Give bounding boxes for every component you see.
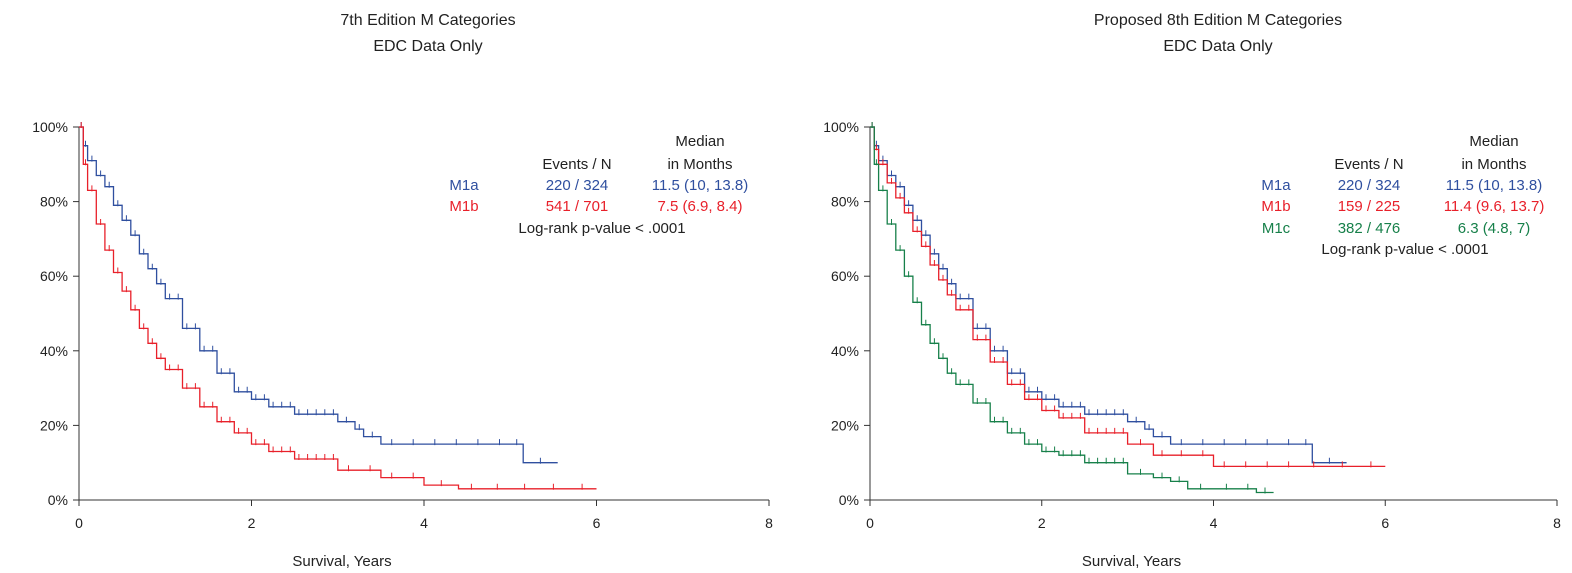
series-line-m1b bbox=[870, 126, 1386, 468]
series-line-m1a bbox=[79, 126, 558, 464]
x-tick-label: 0 bbox=[866, 515, 874, 531]
x-tick-label: 6 bbox=[593, 515, 601, 531]
chart-title: Proposed 8th Edition M Categories bbox=[1094, 12, 1342, 29]
km-panel-1: 7th Edition M Categories EDC Data Only 0% 2… bbox=[32, 12, 773, 570]
median-header-2: in Months bbox=[667, 156, 732, 173]
x-tick-label: 4 bbox=[420, 515, 428, 531]
chart-subtitle: EDC Data Only bbox=[1163, 38, 1272, 55]
legend-median-m1c: 6.3 (4.8, 7) bbox=[1458, 220, 1531, 237]
chart-subtitle: EDC Data Only bbox=[373, 38, 482, 55]
y-tick-label: 60% bbox=[831, 268, 859, 284]
y-tick-label: 100% bbox=[823, 119, 859, 135]
legend-median-m1a: 11.5 (10, 13.8) bbox=[1446, 177, 1542, 194]
x-tick-label: 2 bbox=[248, 515, 256, 531]
censor-marks-m1a bbox=[871, 122, 1330, 464]
median-header-1: Median bbox=[675, 133, 724, 150]
median-header-1: Median bbox=[1469, 133, 1518, 150]
legend-table: Median Events / N in Months M1a 220 / 324 11.… bbox=[1261, 133, 1544, 258]
km-panel-2: Proposed 8th Edition M Categories EDC Dat… bbox=[823, 12, 1561, 570]
pvalue-text: Log-rank p-value < .0001 bbox=[1321, 241, 1488, 258]
median-header-2: in Months bbox=[1461, 156, 1526, 173]
legend-events-m1b: 541 / 701 bbox=[546, 198, 609, 215]
legend-name-m1b: M1b bbox=[449, 198, 478, 215]
series-line-m1b bbox=[79, 126, 597, 490]
y-tick-label: 20% bbox=[40, 417, 68, 433]
y-tick-label: 40% bbox=[40, 343, 68, 359]
x-tick-label: 4 bbox=[1210, 515, 1218, 531]
chart-title: 7th Edition M Categories bbox=[340, 12, 515, 29]
y-tick-label: 100% bbox=[32, 119, 68, 135]
censor-marks-m1a bbox=[80, 122, 541, 464]
legend-events-m1a: 220 / 324 bbox=[1338, 177, 1401, 194]
x-tick-label: 8 bbox=[765, 515, 773, 531]
legend-median-m1b: 11.4 (9.6, 13.7) bbox=[1444, 198, 1545, 215]
y-tick-label: 60% bbox=[40, 268, 68, 284]
pvalue-text: Log-rank p-value < .0001 bbox=[518, 220, 685, 237]
x-axis-label: Survival, Years bbox=[292, 553, 391, 570]
censor-marks-m1c bbox=[871, 122, 1266, 494]
legend-name-m1a: M1a bbox=[1261, 177, 1291, 194]
y-tick-label: 80% bbox=[40, 194, 68, 210]
legend-events-m1a: 220 / 324 bbox=[546, 177, 609, 194]
legend-name-m1a: M1a bbox=[449, 177, 479, 194]
x-tick-label: 6 bbox=[1381, 515, 1389, 531]
y-tick-label: 80% bbox=[831, 194, 859, 210]
x-tick-label: 8 bbox=[1553, 515, 1561, 531]
y-tick-label: 40% bbox=[831, 343, 859, 359]
series-line-m1a bbox=[870, 126, 1347, 464]
legend-events-m1c: 382 / 476 bbox=[1338, 220, 1401, 237]
series-line-m1c bbox=[870, 126, 1274, 494]
x-tick-label: 0 bbox=[75, 515, 83, 531]
legend-median-m1b: 7.5 (6.9, 8.4) bbox=[657, 198, 742, 215]
events-header: Events / N bbox=[542, 156, 611, 173]
legend-events-m1b: 159 / 225 bbox=[1338, 198, 1401, 215]
y-tick-label: 0% bbox=[48, 492, 68, 508]
legend-name-m1b: M1b bbox=[1261, 198, 1290, 215]
x-axis-label: Survival, Years bbox=[1082, 553, 1181, 570]
legend-median-m1a: 11.5 (10, 13.8) bbox=[652, 177, 748, 194]
y-tick-label: 20% bbox=[831, 417, 859, 433]
y-tick-label: 0% bbox=[839, 492, 859, 508]
censor-marks-m1b bbox=[80, 122, 583, 490]
events-header: Events / N bbox=[1334, 156, 1403, 173]
x-tick-label: 2 bbox=[1038, 515, 1046, 531]
legend-table: Median Events / N in Months M1a 220 / 324 11.… bbox=[449, 133, 748, 237]
legend-name-m1c: M1c bbox=[1262, 220, 1291, 237]
